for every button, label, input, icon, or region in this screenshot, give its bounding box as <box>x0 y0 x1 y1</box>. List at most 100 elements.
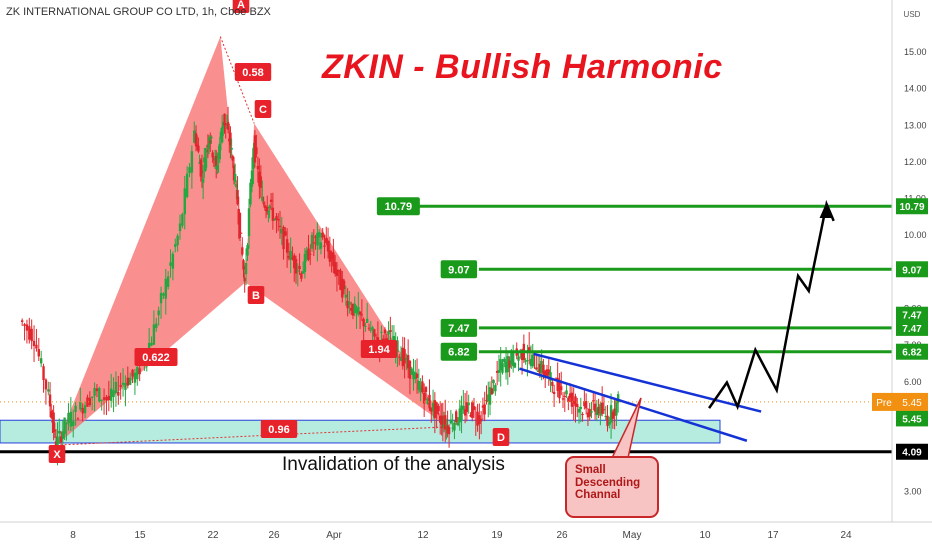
candle-body <box>319 242 323 249</box>
ratio-badge: 0.96 <box>260 420 298 438</box>
candle-body <box>527 347 531 353</box>
candle-body <box>341 278 344 298</box>
candle-body <box>238 212 242 238</box>
x-tick-label: 22 <box>207 530 219 541</box>
candle-body <box>584 401 588 409</box>
candle-body <box>613 408 616 416</box>
candle-body <box>551 381 554 386</box>
candle-body <box>138 368 141 375</box>
candle-body <box>376 337 380 341</box>
candle-body <box>446 425 449 434</box>
candle-body <box>174 244 177 247</box>
candle-body <box>252 148 255 169</box>
badge-bg <box>440 318 478 337</box>
candle-body <box>100 399 103 401</box>
candle-body <box>81 407 84 414</box>
candle-body <box>488 387 492 405</box>
candle-body <box>364 325 367 327</box>
pre-badge-bg <box>872 392 928 411</box>
candle-body <box>348 302 351 305</box>
pre-market-badge: Pre 5.45 <box>872 392 928 411</box>
candle-body <box>367 327 371 329</box>
candle-body <box>88 397 92 406</box>
callout-line: Descending <box>575 476 641 489</box>
candle-body <box>495 371 499 373</box>
candle-body <box>438 415 442 423</box>
candle-body <box>588 408 591 417</box>
candle-body <box>293 255 296 269</box>
candle-body <box>211 152 214 158</box>
candle-body <box>342 280 346 290</box>
candle-body <box>150 342 153 346</box>
symbol-header: ZK INTERNATIONAL GROUP CO LTD, 1h, Cboe … <box>6 6 271 18</box>
candle-body <box>305 250 308 260</box>
candle-body <box>249 182 252 205</box>
ratio-badge: 0.58 <box>234 63 272 81</box>
candle-body <box>25 324 29 331</box>
candle-body <box>285 239 289 253</box>
candle-body <box>506 356 510 373</box>
candle-body <box>604 416 607 418</box>
candle-body <box>232 165 236 181</box>
badge-bg <box>440 260 478 279</box>
axis-badge-bg <box>896 343 928 360</box>
candle-body <box>42 366 45 380</box>
candle-body <box>119 385 122 387</box>
candle-body <box>396 340 399 353</box>
axis-price-badge: 5.45 <box>896 410 928 427</box>
candle-body <box>414 372 417 380</box>
candle-body <box>28 326 31 340</box>
candle-body <box>398 356 401 358</box>
badge-label: A <box>237 0 245 11</box>
candle-body <box>597 406 600 414</box>
candle-body <box>447 427 451 435</box>
candle-body <box>383 329 387 334</box>
candle-body <box>224 123 227 126</box>
harmonic-point-b: B <box>247 286 265 304</box>
candle-body <box>399 357 403 361</box>
candle-body <box>284 231 287 236</box>
candle-body <box>567 397 570 403</box>
candle-body <box>52 412 55 433</box>
candle-body <box>520 349 524 361</box>
candle-body <box>275 216 278 221</box>
candle-body <box>23 324 26 326</box>
candle-body <box>422 393 426 404</box>
badge-label: 7.47 <box>448 323 469 335</box>
candle-body <box>455 411 458 423</box>
candle-body <box>576 403 579 408</box>
candle-body <box>547 369 550 375</box>
candle-body <box>210 136 213 139</box>
candle-body <box>460 405 463 421</box>
candle-body <box>126 377 129 386</box>
candle-body <box>241 247 244 255</box>
candle-body <box>451 427 454 429</box>
candle-body <box>600 402 604 414</box>
badge-label: 1.94 <box>368 344 390 356</box>
candle-body <box>50 411 53 418</box>
candle-body <box>474 419 477 421</box>
axis-badge-bg <box>896 410 928 427</box>
candle-body <box>405 357 408 361</box>
candle-body <box>517 356 520 361</box>
axis-badge-bg <box>896 319 928 336</box>
candle-body <box>294 258 298 274</box>
candle-body <box>83 405 87 414</box>
ac-line <box>219 36 255 124</box>
axis-badge-label: 9.07 <box>902 265 922 276</box>
axis-price-badge: 7.47 <box>896 319 928 336</box>
axis-badge-bg <box>896 261 928 278</box>
pre-badge-value: 5.45 <box>902 398 922 409</box>
candle-body <box>590 411 593 413</box>
candle-body <box>239 232 243 234</box>
chart-title: ZKIN - Bullish Harmonic <box>322 48 723 86</box>
candle-body <box>35 344 38 349</box>
candle-body <box>487 394 490 403</box>
candle-body <box>20 320 24 323</box>
candle-body <box>164 278 167 299</box>
candle-body <box>317 232 321 238</box>
candle-body <box>32 340 36 347</box>
target-badge: 9.07 <box>440 260 478 279</box>
candle-body <box>169 262 172 266</box>
